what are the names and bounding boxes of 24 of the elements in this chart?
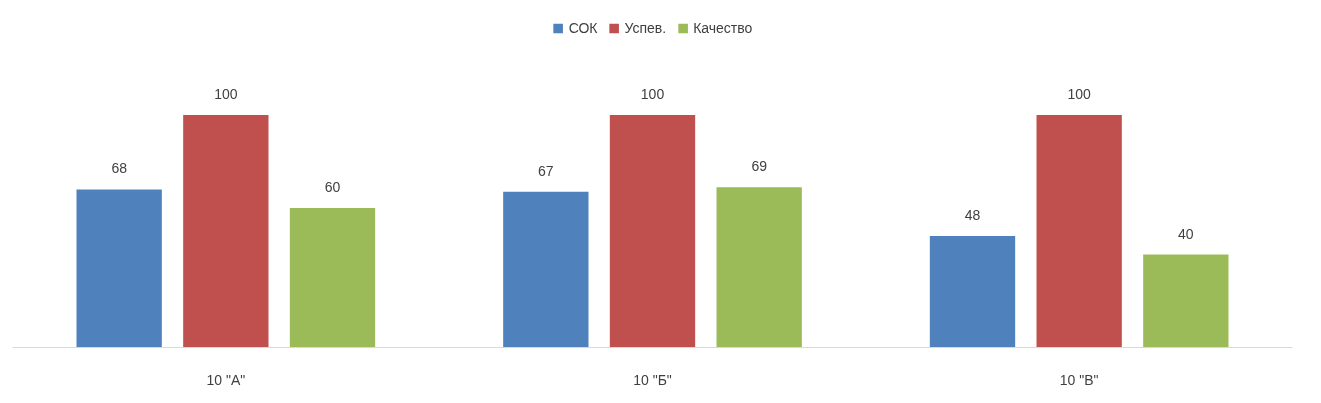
bar [716,187,802,348]
data-label: 67 [538,162,554,179]
data-label: 100 [640,86,665,103]
data-label: 48 [964,206,981,223]
legend-label: Успев. [624,20,667,36]
bar [609,115,696,348]
legend-label: Качество [693,20,753,36]
data-label: 69 [751,158,768,175]
x-tick-label: 10 "Б" [633,371,672,388]
data-label: 40 [1178,225,1194,242]
bar [76,189,162,348]
bar [289,208,376,348]
bar [929,235,1016,348]
bar [503,191,589,348]
x-tick-label: 10 "А" [206,371,246,388]
bar [1036,115,1122,348]
data-label: 100 [214,86,238,103]
legend-label: СОК [568,20,598,36]
data-label: 100 [1067,86,1092,103]
bar [183,115,269,348]
bar [1143,254,1229,348]
data-label: 68 [111,160,128,177]
data-label: 60 [324,179,341,196]
x-tick-label: 10 "В" [1059,371,1099,388]
